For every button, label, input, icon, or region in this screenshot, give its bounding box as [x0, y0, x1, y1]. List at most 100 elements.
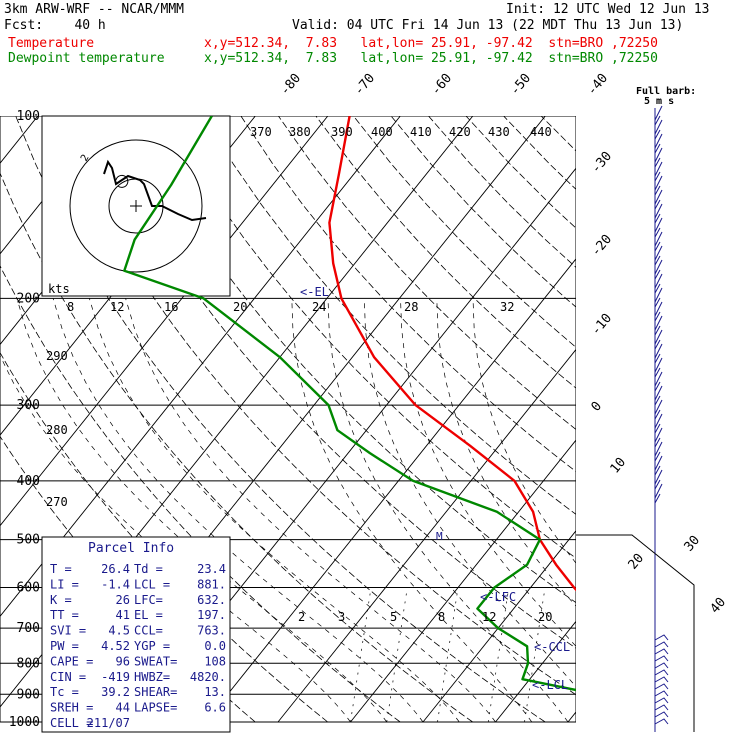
wind-barb: [654, 683, 669, 690]
dry-adiabat: [165, 116, 576, 559]
parcel-info-cell: 26.4: [101, 562, 130, 576]
dry-adiabat: [540, 116, 576, 152]
parcel-info-cell: 39.2: [101, 685, 130, 699]
wind-barb: [654, 413, 663, 434]
parcel-info-cell: CELL =: [50, 716, 93, 730]
hodograph-speed-label: 28: [404, 300, 418, 314]
barb-legend-label: Full barb:: [636, 86, 696, 97]
parcel-info-cell: CCL=: [134, 624, 163, 638]
wind-barb: [654, 371, 663, 392]
wind-barb: [654, 259, 663, 280]
isotherm-line: [0, 116, 329, 527]
wind-barb: [654, 287, 663, 308]
isotherm-line: [277, 348, 576, 723]
parcel-info-cell: 881.: [197, 577, 226, 591]
isotherm-line: [205, 258, 576, 723]
wind-barb: [654, 217, 663, 238]
dry-adiabat: [616, 116, 740, 722]
dry-adiabat: [428, 116, 576, 268]
parcel-panel-frame: [41, 536, 231, 733]
theta-e-label: 380: [289, 125, 311, 139]
parcel-info-cell: 6.6: [204, 701, 226, 715]
wind-barb: [654, 634, 669, 641]
dry-adiabat: [0, 172, 473, 723]
dry-adiabat: [127, 116, 576, 604]
init-time: Init: 12 UTC Wed 12 Jun 13: [506, 2, 710, 17]
barb-legend-units: 5 m s: [644, 96, 674, 107]
dewpoint-legend-info: x,y=512.34, 7.83 lat,lon= 25.91, -97.42 …: [204, 51, 658, 66]
hodograph-speed-label: 32: [500, 300, 514, 314]
mixing-ratio-label: 20: [538, 610, 552, 624]
isotherm-label: -40: [585, 71, 612, 99]
wind-barb: [654, 245, 663, 266]
wind-barb: [654, 343, 663, 364]
wind-barb: [654, 690, 669, 697]
parcel-info-cell: LFC=: [134, 593, 163, 607]
freezing-marker: M: [436, 530, 443, 543]
wind-barb: [654, 329, 663, 350]
isotherm-label: 10: [608, 455, 630, 477]
wind-panel-edge: [576, 534, 695, 732]
isotherm-label: 20: [626, 551, 648, 573]
pressure-tick-label: 100: [17, 109, 40, 124]
mixing-ratio-label: 3: [338, 610, 345, 624]
isotherm-line: [422, 530, 576, 723]
pressure-tick-label: 200: [17, 291, 40, 306]
parcel-info-cell: -1.4: [101, 577, 130, 591]
mixing-ratio-label: 12: [482, 610, 496, 624]
dry-adiabat: [654, 116, 740, 722]
mixing-ratio-label: 5: [390, 610, 397, 624]
parcel-info-cell: 632.: [197, 593, 226, 607]
parcel-info-cell: -419: [101, 670, 130, 684]
wind-barb: [654, 203, 663, 224]
plot-frame: [0, 116, 576, 723]
dry-adiabat: [278, 116, 576, 430]
pressure-tick-label: 900: [17, 687, 40, 702]
moist-adiabat: [327, 298, 569, 723]
level-annotation: <-CCL: [534, 640, 570, 654]
wind-barb: [654, 676, 669, 683]
hodograph-ring: [69, 139, 203, 273]
parcel-info-cell: 763.: [197, 624, 226, 638]
hodograph-speed-label: 12: [110, 300, 124, 314]
hodograph-speed-label: kts: [48, 282, 70, 296]
moist-adiabat: [363, 298, 576, 688]
isotherm-label: -70: [352, 71, 379, 99]
wind-barb: [654, 711, 669, 718]
parcel-info-cell: EL =: [134, 608, 163, 622]
dewpoint-line: [123, 116, 576, 692]
wind-barb: [654, 315, 663, 336]
dry-adiabat: [240, 116, 576, 473]
dry-adiabat: [465, 116, 576, 229]
theta-e-label: 390: [331, 125, 353, 139]
theta-e-label: 430: [488, 125, 510, 139]
parcel-info-cell: 23.4: [197, 562, 226, 576]
theta-label: 280: [46, 423, 68, 437]
pressure-tick-label: 300: [17, 398, 40, 413]
dry-adiabat: [503, 116, 576, 190]
isotherm-label: -10: [589, 311, 616, 339]
parcel-info-cell: SVI =: [50, 624, 86, 638]
wind-barb: [654, 105, 663, 126]
wind-barb: [654, 704, 669, 711]
isotherm-line: [0, 116, 111, 255]
moist-adiabat: [400, 298, 576, 647]
wind-barb: [654, 697, 669, 704]
parcel-info-cell: CAPE =: [50, 654, 93, 668]
parcel-info-cell: SWEAT=: [134, 654, 177, 668]
moist-adiabat: [291, 298, 533, 723]
theta-e-label: 370: [250, 125, 272, 139]
hodograph-speed-label: 24: [312, 300, 326, 314]
isotherm-label: 40: [708, 595, 730, 617]
wind-barb: [654, 655, 669, 662]
mixing-ratio-label: 2: [298, 610, 305, 624]
wind-barb: [654, 175, 663, 196]
moist-adiabat: [472, 298, 576, 564]
parcel-info-cell: 4.52: [101, 639, 130, 653]
parcel-info-cell: T =: [50, 562, 72, 576]
wind-barb: [654, 147, 663, 168]
hodograph-speed-label: 16: [164, 300, 178, 314]
profile-lines: [123, 116, 576, 692]
parcel-info-panel: Parcel Info T = 26.4 Td = 23.4 LI = -1.4 LCL = 8…: [41, 536, 231, 733]
